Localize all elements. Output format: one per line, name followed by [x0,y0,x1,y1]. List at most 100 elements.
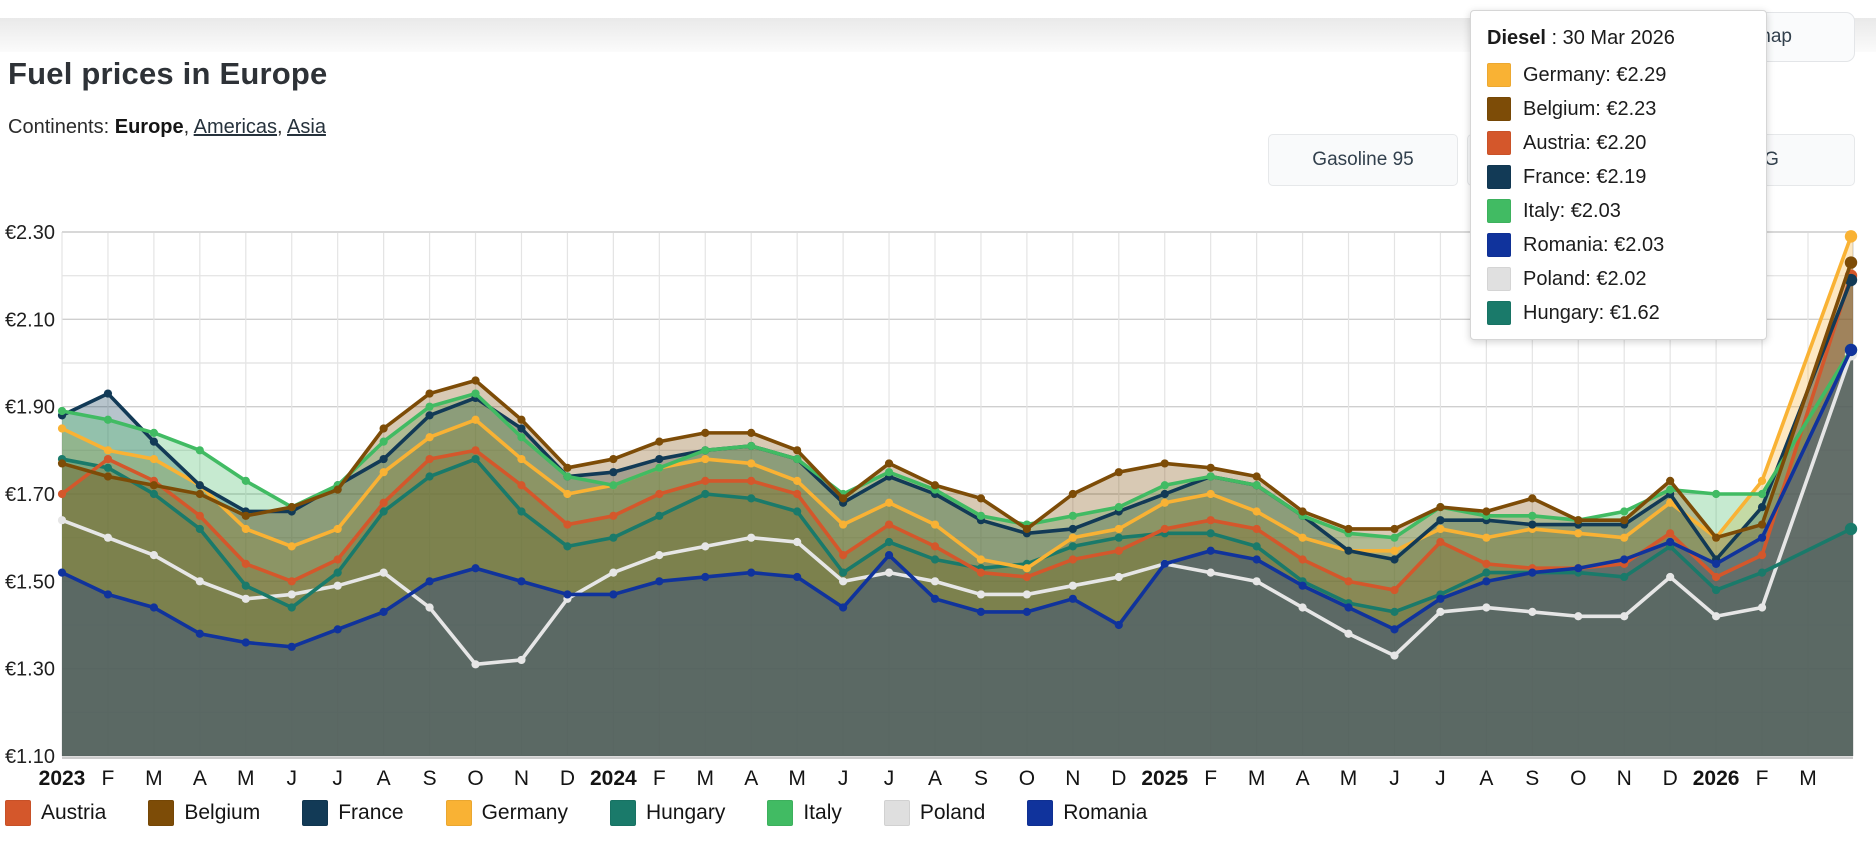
series-point-france[interactable] [1528,520,1537,529]
series-point-belgium[interactable] [517,415,526,424]
series-point-hungary[interactable] [425,472,434,481]
series-point-italy[interactable] [1252,481,1261,490]
series-point-germany[interactable] [1666,498,1675,507]
series-point-poland[interactable] [1390,651,1399,660]
series-point-austria[interactable] [1298,555,1307,564]
series-point-italy[interactable] [471,389,480,398]
series-point-austria[interactable] [1390,585,1399,595]
series-point-belgium[interactable] [839,494,848,503]
series-point-germany[interactable] [1206,489,1215,499]
series-point-belgium[interactable] [425,389,434,398]
series-point-france[interactable] [1757,503,1767,512]
series-point-romania[interactable] [563,590,572,599]
series-point-france[interactable] [655,454,664,464]
series-point-italy[interactable] [976,511,986,520]
series-point-austria[interactable] [1114,546,1123,555]
series-point-romania[interactable] [425,577,434,586]
series-point-austria[interactable] [1068,555,1077,564]
series-point-hungary[interactable] [930,555,940,564]
series-point-italy[interactable] [517,433,526,442]
series-point-austria[interactable] [655,489,664,499]
series-point-romania[interactable] [1114,620,1123,630]
series-point-italy[interactable] [241,476,250,485]
series-point-poland[interactable] [655,551,664,560]
series-point-austria[interactable] [609,511,618,520]
series-point-hungary[interactable] [287,603,296,612]
series-point-poland[interactable] [103,533,113,542]
series-point-austria[interactable] [425,454,434,464]
series-point-poland[interactable] [333,581,342,590]
series-point-austria[interactable] [57,489,67,499]
series-point-austria[interactable] [1252,524,1261,534]
series-point-hungary[interactable] [1712,585,1721,595]
series-point-hungary[interactable] [793,507,802,516]
series-point-poland[interactable] [195,577,204,586]
series-point-romania[interactable] [701,572,710,582]
series-point-germany[interactable] [930,520,940,529]
series-point-belgium[interactable] [793,446,802,455]
series-point-belgium[interactable] [1298,507,1307,516]
series-point-germany[interactable] [1620,533,1629,542]
series-point-germany[interactable] [1160,498,1169,507]
series-point-italy[interactable] [793,454,802,464]
series-point-hungary[interactable] [1844,522,1858,536]
series-point-romania[interactable] [379,607,388,617]
series-point-austria[interactable] [1712,572,1721,582]
series-point-poland[interactable] [1022,590,1031,599]
series-point-france[interactable] [103,389,113,398]
continent-asia-link[interactable]: Asia [287,116,326,138]
series-point-poland[interactable] [839,577,848,586]
series-point-poland[interactable] [1712,612,1721,621]
series-point-hungary[interactable] [655,511,664,520]
series-point-hungary[interactable] [149,489,158,499]
series-point-germany[interactable] [884,498,894,507]
series-point-romania[interactable] [1666,537,1675,547]
series-point-hungary[interactable] [701,489,710,499]
series-point-austria[interactable] [195,511,204,520]
series-point-italy[interactable] [1757,489,1767,499]
series-point-belgium[interactable] [1666,476,1675,485]
series-point-austria[interactable] [1757,551,1767,560]
series-point-austria[interactable] [1344,577,1353,586]
series-point-italy[interactable] [1620,507,1629,516]
series-point-italy[interactable] [655,463,664,472]
series-point-germany[interactable] [1482,533,1491,542]
series-point-italy[interactable] [57,406,67,416]
series-point-italy[interactable] [609,481,618,490]
series-point-germany[interactable] [701,454,710,464]
series-point-belgium[interactable] [103,472,113,481]
series-point-romania[interactable] [103,590,113,599]
series-point-austria[interactable] [103,454,113,464]
series-point-poland[interactable] [1757,603,1767,612]
series-point-hungary[interactable] [1114,533,1123,542]
series-point-romania[interactable] [1160,559,1169,568]
series-point-france[interactable] [1068,524,1077,534]
series-point-belgium[interactable] [747,428,756,437]
legend-item-germany[interactable]: Germany [445,800,568,826]
series-point-italy[interactable] [195,446,204,455]
series-point-belgium[interactable] [1068,489,1077,499]
series-point-belgium[interactable] [1252,472,1261,481]
series-point-hungary[interactable] [1620,572,1629,582]
series-point-germany[interactable] [149,454,158,464]
series-point-romania[interactable] [1436,594,1445,603]
series-point-romania[interactable] [884,551,894,560]
series-point-belgium[interactable] [1844,256,1858,269]
series-point-belgium[interactable] [701,428,710,437]
series-point-italy[interactable] [701,446,710,455]
series-point-austria[interactable] [1160,524,1169,534]
series-point-italy[interactable] [379,437,388,446]
series-point-belgium[interactable] [884,459,894,468]
series-point-austria[interactable] [241,559,250,568]
series-point-romania[interactable] [241,638,250,647]
series-point-romania[interactable] [930,594,940,603]
series-point-hungary[interactable] [563,542,572,551]
series-point-italy[interactable] [1160,481,1169,490]
series-point-hungary[interactable] [1068,542,1077,551]
series-point-belgium[interactable] [1436,503,1445,512]
series-point-poland[interactable] [1482,603,1491,612]
series-point-poland[interactable] [793,537,802,547]
series-point-italy[interactable] [884,468,894,477]
series-point-germany[interactable] [425,433,434,442]
series-point-austria[interactable] [1666,529,1675,538]
